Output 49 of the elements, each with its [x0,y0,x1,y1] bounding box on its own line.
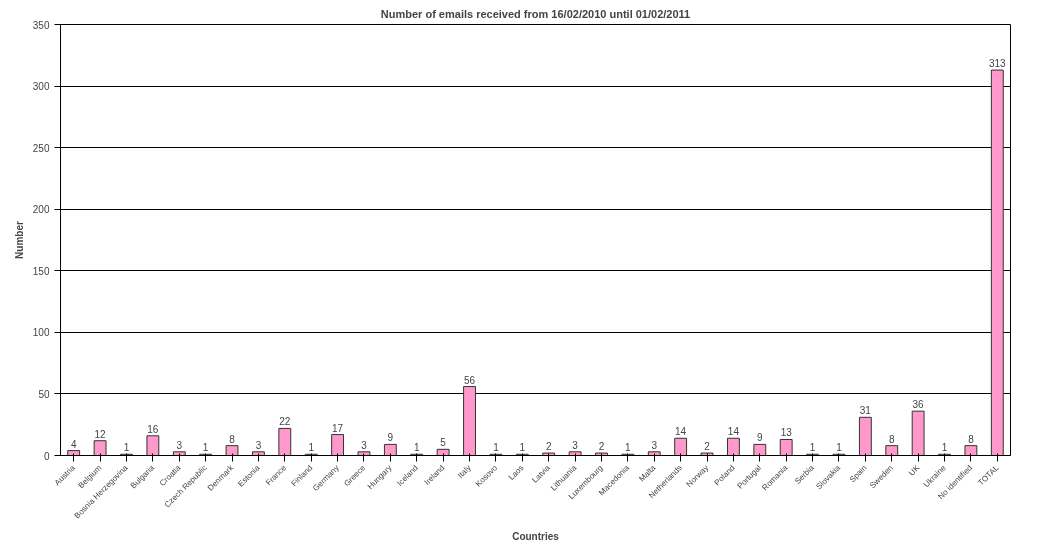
x-tick-label: Italy [455,463,473,481]
data-label: 8 [888,433,895,445]
data-label: 1 [413,442,420,454]
data-label: 5 [440,437,447,449]
y-tick-label: 0 [43,450,50,462]
data-label: 3 [572,439,579,451]
data-label: 2 [704,441,711,453]
data-label: 8 [229,433,236,445]
data-label: 31 [859,405,872,417]
data-label: 1 [493,442,500,454]
data-label: 9 [387,432,394,444]
data-label: 17 [332,422,344,434]
data-label: 1 [625,442,632,454]
data-label: 3 [361,439,368,451]
data-label: 1 [519,442,526,454]
data-label: 56 [463,374,476,386]
data-label: 16 [147,423,159,435]
y-tick-label: 300 [32,81,50,93]
y-tick-label: 150 [32,265,50,277]
y-tick-label: 200 [32,204,50,216]
data-label: 13 [780,427,793,439]
data-label: 1 [123,442,130,454]
y-tick-label: 50 [38,388,50,400]
data-label: 22 [279,416,291,428]
x-axis-title: Countries [512,531,560,543]
chart-title: Number of emails received from 16/02/2010 until 01/02/2011 [380,7,691,20]
y-axis-title: Number [13,221,25,259]
data-label: 8 [968,433,975,445]
data-label: 14 [675,426,687,438]
y-tick-label: 250 [32,142,50,154]
x-tick-label: UK [907,462,922,478]
data-label: 14 [727,426,740,438]
data-label: 3 [255,439,262,451]
data-label: 2 [598,441,605,453]
y-tick-label: 100 [32,327,50,339]
data-label: 1 [308,442,315,454]
data-label: 313 [988,58,1007,70]
data-label: 3 [651,439,658,451]
data-label: 1 [836,442,843,454]
data-label: 1 [202,442,209,454]
data-label: 1 [809,442,816,454]
data-label: 1 [941,442,948,454]
data-label: 4 [70,438,77,450]
y-tick-label: 350 [32,19,50,31]
data-label: 12 [94,428,107,440]
data-label: 36 [912,399,925,411]
data-label: 9 [757,432,764,444]
data-label: 2 [545,441,552,453]
data-label: 3 [176,439,183,451]
